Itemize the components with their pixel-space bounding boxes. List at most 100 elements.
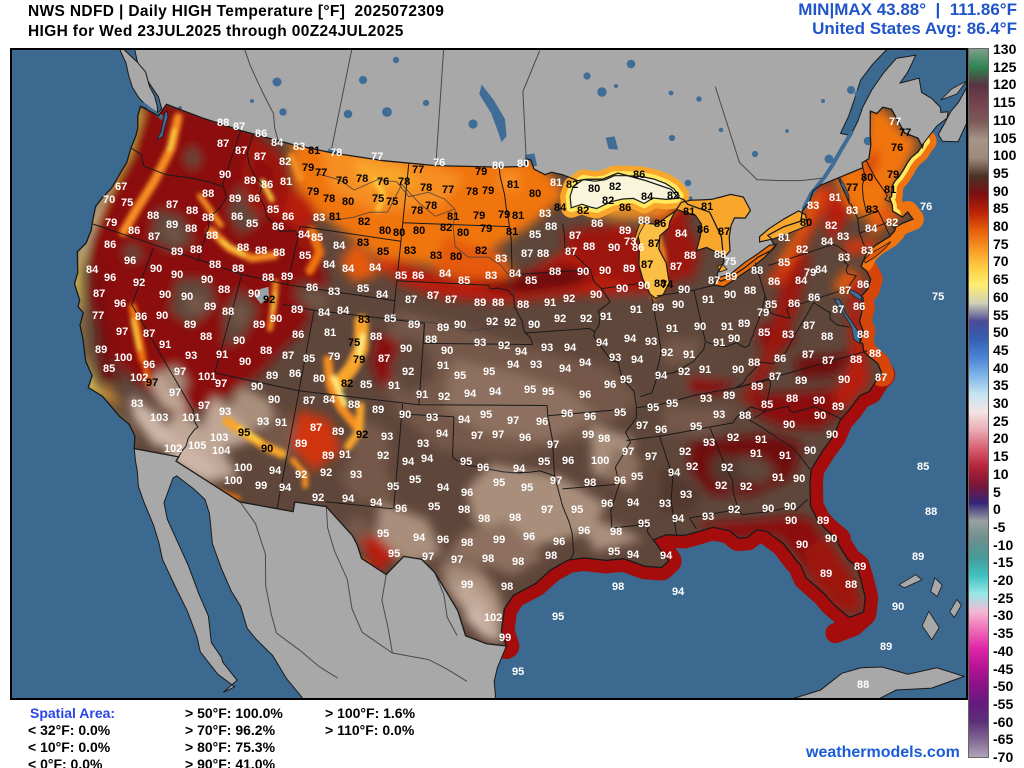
svg-text:87: 87 [254,151,266,163]
svg-text:87: 87 [143,328,155,340]
svg-text:87: 87 [832,304,844,316]
svg-text:93: 93 [645,336,657,348]
svg-text:83: 83 [846,205,858,217]
svg-text:88: 88 [190,244,202,256]
svg-text:86: 86 [128,225,140,237]
svg-text:96: 96 [536,416,548,428]
svg-text:83: 83 [838,252,850,264]
svg-text:88: 88 [202,212,214,224]
svg-text:95: 95 [480,409,492,421]
svg-text:83: 83 [807,200,819,212]
svg-text:86: 86 [412,270,424,282]
svg-text:73: 73 [624,236,636,248]
svg-text:89: 89 [204,301,216,313]
svg-text:88: 88 [209,259,221,271]
svg-text:87: 87 [303,395,315,407]
svg-text:84: 84 [821,236,834,248]
svg-text:95: 95 [571,504,583,516]
svg-text:89: 89 [880,641,892,653]
svg-text:96: 96 [124,255,136,267]
svg-text:84: 84 [865,223,878,235]
svg-text:90: 90 [233,335,245,347]
svg-text:90: 90 [454,319,466,331]
svg-text:91: 91 [388,380,400,392]
svg-text:87: 87 [803,320,815,332]
svg-text:96: 96 [477,462,489,474]
svg-text:92: 92 [504,317,516,329]
svg-text:96: 96 [114,298,126,310]
svg-text:94: 94 [370,497,383,509]
svg-text:97: 97 [198,400,210,412]
svg-text:78: 78 [420,182,432,194]
svg-text:92: 92 [263,294,275,306]
svg-text:96: 96 [604,379,616,391]
svg-text:94: 94 [421,453,434,465]
svg-text:88: 88 [425,334,437,346]
svg-text:79: 79 [804,267,816,279]
svg-text:96: 96 [584,411,596,423]
svg-text:85: 85 [458,275,470,287]
svg-text:83: 83 [782,329,794,341]
svg-text:88: 88 [185,223,197,235]
svg-text:79: 79 [302,162,314,174]
svg-text:96: 96 [461,487,473,499]
svg-text:95: 95 [538,456,550,468]
svg-text:100: 100 [224,475,242,487]
svg-text:94: 94 [624,333,637,345]
svg-text:84: 84 [342,263,355,275]
svg-text:94: 94 [559,363,572,375]
svg-text:97: 97 [471,430,483,442]
svg-text:82: 82 [609,181,621,193]
svg-text:86: 86 [231,211,243,223]
svg-text:76: 76 [433,157,445,169]
svg-text:91: 91 [713,337,725,349]
svg-text:97: 97 [645,451,657,463]
svg-text:87: 87 [233,121,245,133]
svg-text:76: 76 [920,201,932,213]
svg-text:95: 95 [638,518,650,530]
svg-text:79: 79 [482,185,494,197]
svg-text:88: 88 [232,263,244,275]
svg-text:83: 83 [861,245,873,257]
svg-text:90: 90 [813,395,825,407]
svg-text:85: 85 [246,218,258,230]
svg-text:96: 96 [395,503,407,515]
svg-text:95: 95 [690,421,702,433]
svg-text:78: 78 [356,173,368,185]
svg-text:83: 83 [328,286,340,298]
svg-text:102: 102 [130,372,148,384]
svg-text:98: 98 [584,477,596,489]
svg-text:88: 88 [684,250,696,262]
svg-text:90: 90 [762,503,774,515]
svg-text:79: 79 [105,217,117,229]
svg-text:89: 89 [332,426,344,438]
svg-text:94: 94 [464,388,477,400]
svg-text:85: 85 [303,353,315,365]
svg-text:86: 86 [135,311,147,323]
svg-text:91: 91 [779,450,791,462]
svg-text:80: 80 [379,225,391,237]
svg-text:88: 88 [217,117,229,129]
svg-text:97: 97 [622,446,634,458]
svg-text:88: 88 [260,345,272,357]
svg-text:89: 89 [295,438,307,450]
svg-text:95: 95 [428,501,440,513]
svg-text:86: 86 [282,211,294,223]
svg-text:79: 79 [328,351,340,363]
svg-text:88: 88 [786,393,798,405]
svg-text:79: 79 [498,209,510,221]
svg-text:78: 78 [411,205,423,217]
svg-text:89: 89 [408,319,420,331]
svg-text:77: 77 [442,184,454,196]
svg-text:86: 86 [697,224,709,236]
svg-text:89: 89 [437,322,449,334]
svg-text:88: 88 [186,205,198,217]
svg-text:82: 82 [440,222,452,234]
svg-text:77: 77 [899,127,911,139]
svg-text:75: 75 [724,256,736,268]
svg-text:98: 98 [512,556,524,568]
svg-text:88: 88 [200,331,212,343]
svg-text:83: 83 [358,314,370,326]
svg-text:95: 95 [552,611,564,623]
svg-text:88: 88 [739,410,751,422]
